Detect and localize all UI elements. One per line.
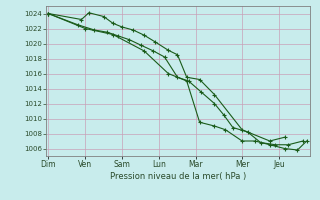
X-axis label: Pression niveau de la mer( hPa ): Pression niveau de la mer( hPa ) bbox=[110, 172, 246, 181]
